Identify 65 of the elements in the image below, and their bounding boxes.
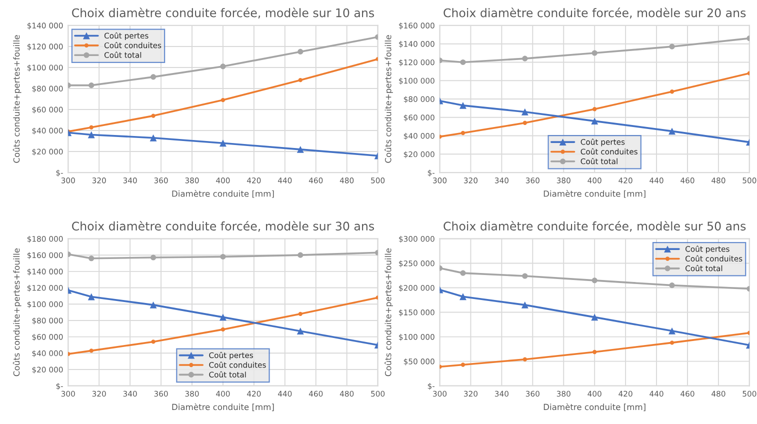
point xyxy=(592,350,597,354)
point xyxy=(296,146,304,153)
point xyxy=(460,102,466,109)
point xyxy=(460,293,466,300)
point xyxy=(88,293,95,300)
point xyxy=(521,108,528,116)
y-axis-title: Coûts conduite+pertes+fouille xyxy=(12,35,22,163)
x-axis-title: Diamètre conduite [mm] xyxy=(544,403,646,412)
x-axis-title: Diamètre conduite [mm] xyxy=(172,403,274,412)
point xyxy=(220,140,226,147)
point xyxy=(88,82,94,88)
point xyxy=(89,125,94,130)
point xyxy=(592,50,598,56)
point xyxy=(296,328,304,335)
line-series xyxy=(440,330,750,369)
point xyxy=(298,48,304,54)
point xyxy=(150,74,156,80)
point xyxy=(88,131,95,138)
point xyxy=(151,114,156,118)
point xyxy=(460,130,466,136)
point xyxy=(220,254,226,260)
point xyxy=(670,90,674,94)
x-axis-title: Diamètre conduite [mm] xyxy=(544,190,646,198)
point xyxy=(460,270,466,276)
chart-title: Choix diamètre conduite forcée, modèle sur 10 ans xyxy=(72,8,374,18)
line-series xyxy=(440,36,750,65)
line-series xyxy=(440,265,750,292)
point xyxy=(298,312,302,316)
point xyxy=(522,120,527,125)
point xyxy=(220,314,226,321)
point xyxy=(670,340,674,345)
point xyxy=(591,314,598,321)
y-axis-title: Coûts conduite+pertes+fouille xyxy=(12,248,22,376)
point xyxy=(591,118,598,125)
point xyxy=(522,56,528,62)
x-axis-title: Diamètre conduite [mm] xyxy=(172,190,274,198)
point xyxy=(668,128,676,135)
point xyxy=(521,301,528,308)
y-axis-title: Coûts conduite+pertes+fouille xyxy=(384,248,393,376)
point xyxy=(150,134,157,142)
point xyxy=(522,357,527,362)
point xyxy=(460,362,466,367)
chart-title: Choix diamètre conduite forcée, modèle sur 20 ans xyxy=(444,8,746,18)
point xyxy=(522,273,528,279)
line-series xyxy=(440,71,750,139)
point xyxy=(298,78,302,82)
point xyxy=(668,327,676,334)
point xyxy=(669,282,675,288)
point xyxy=(220,98,226,102)
point xyxy=(150,254,156,260)
point xyxy=(150,301,157,308)
chart-title: Choix diamètre conduite forcée, modèle sur 30 ans xyxy=(72,220,374,232)
point xyxy=(298,252,304,258)
point xyxy=(88,256,94,262)
point xyxy=(669,44,675,50)
point xyxy=(592,107,597,112)
point xyxy=(460,59,466,65)
point xyxy=(592,278,598,284)
chart-title: Choix diamètre conduite forcée, modèle sur 50 ans xyxy=(444,220,746,232)
point xyxy=(151,340,156,344)
line-series xyxy=(68,34,378,88)
point xyxy=(220,64,226,70)
point xyxy=(220,327,226,332)
y-axis-title: Coûts conduite+pertes+fouille xyxy=(384,35,393,163)
point xyxy=(89,348,94,353)
